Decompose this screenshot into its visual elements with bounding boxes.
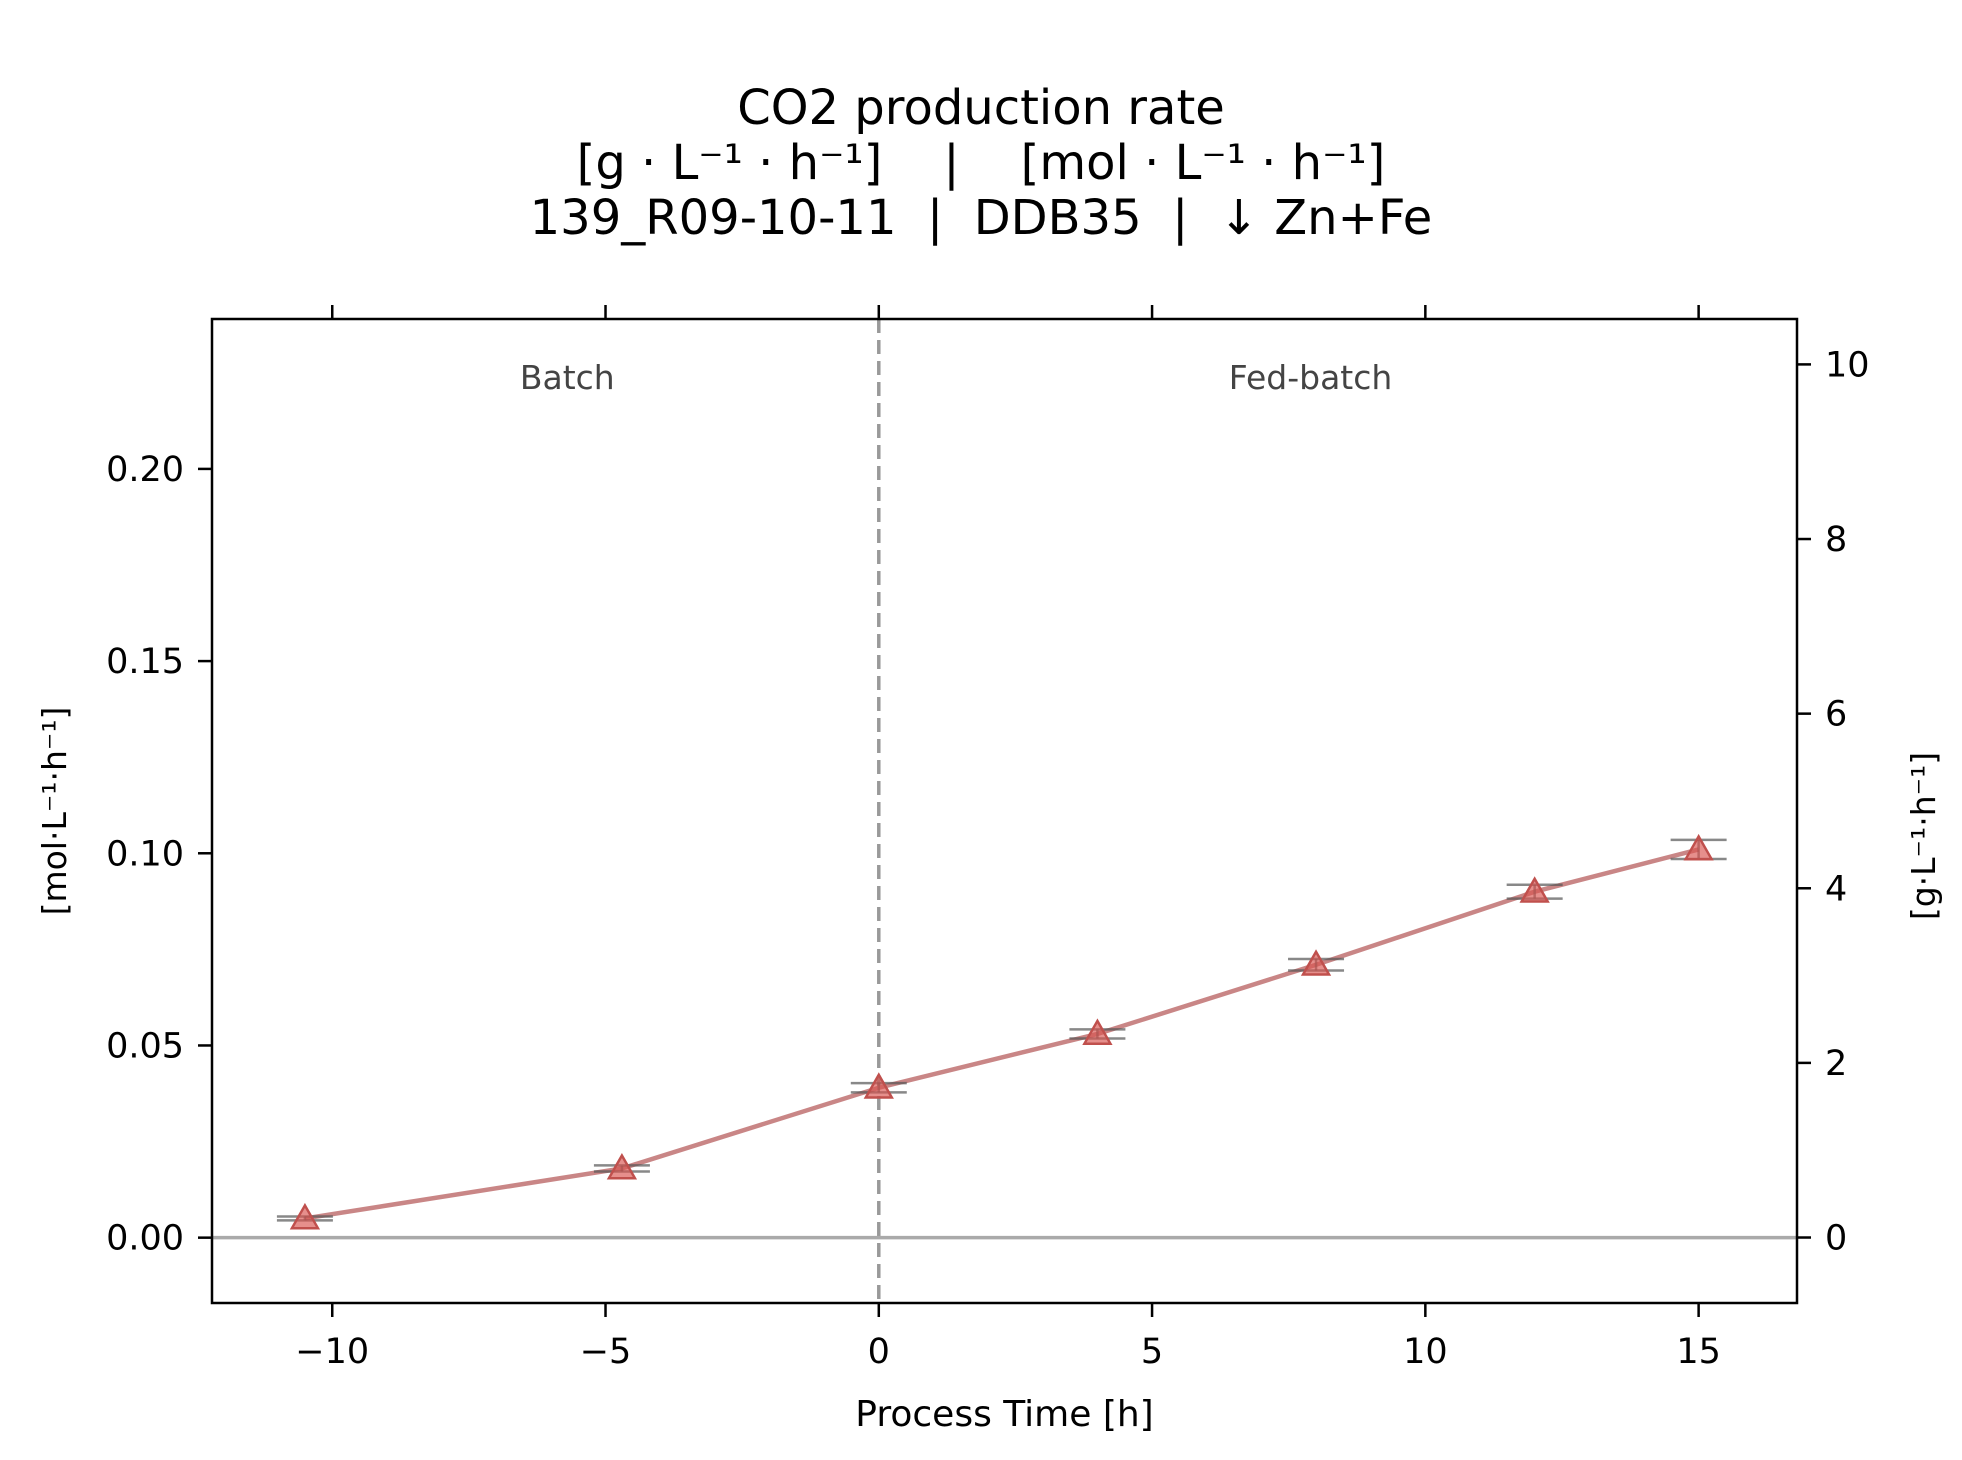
y-right-tick-label: 6 <box>1825 695 1847 735</box>
chart-title-line-2: [g · L⁻¹ · h⁻¹] | [mol · L⁻¹ · h⁻¹] <box>576 135 1386 191</box>
x-tick-label: 15 <box>1676 1332 1721 1372</box>
y-right-tick-label: 4 <box>1825 869 1847 909</box>
y-left-tick-label: 0.20 <box>106 450 184 490</box>
y-left-axis-label: [mol·L⁻¹·h⁻¹] <box>35 707 74 916</box>
x-tick-label: −10 <box>295 1332 369 1372</box>
phase-label: Batch <box>520 358 615 397</box>
data-point-marker <box>606 1152 638 1180</box>
y-right-axis-label: [g·L⁻¹·h⁻¹] <box>1904 752 1943 920</box>
x-axis-label: Process Time [h] <box>855 1394 1153 1435</box>
data-point-marker <box>863 1072 894 1099</box>
data-point-marker <box>1082 1018 1113 1045</box>
y-right-tick-label: 8 <box>1825 520 1847 560</box>
plot-frame <box>210 317 1799 1305</box>
y-left-tick-label: 0.10 <box>106 834 184 874</box>
x-tick-label: 5 <box>1141 1332 1163 1372</box>
y-left-tick-label: 0.05 <box>106 1026 184 1066</box>
y-right-tick-label: 10 <box>1825 345 1870 385</box>
data-point-marker <box>1519 876 1550 903</box>
series-line <box>304 847 1700 1221</box>
x-tick-label: 0 <box>868 1332 890 1372</box>
y-left-tick-label: 0.00 <box>106 1219 184 1259</box>
chart-title-line-1: CO2 production rate <box>737 80 1225 136</box>
data-point-marker <box>289 1202 321 1230</box>
chart-title-line-3: 139_R09-10-11 | DDB35 | ↓ Zn+Fe <box>529 190 1433 246</box>
y-right-tick-label: 0 <box>1825 1219 1847 1259</box>
data-point-marker <box>1300 949 1332 976</box>
y-right-tick-label: 2 <box>1825 1044 1847 1084</box>
y-left-tick-label: 0.15 <box>106 642 184 682</box>
data-point-marker <box>1683 833 1714 861</box>
phase-label: Fed-batch <box>1229 358 1393 397</box>
x-tick-label: −5 <box>580 1332 632 1372</box>
x-tick-label: 10 <box>1403 1332 1448 1372</box>
